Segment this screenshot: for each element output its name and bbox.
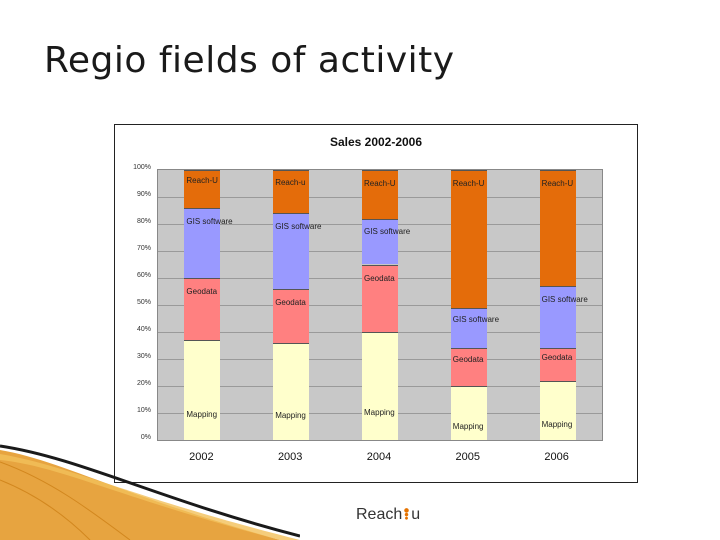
y-tick-label: 80% — [136, 218, 151, 225]
bar-segment-reach-u — [273, 170, 310, 214]
bar-segment-geodata — [539, 348, 576, 381]
bar-segment-gis-software — [362, 218, 398, 265]
bar-segment-geodata — [184, 278, 221, 341]
bar-segment-label: Reach-U — [541, 179, 574, 188]
bar-segment-label: Mapping — [186, 410, 218, 420]
bar-segment-label: Geodata — [452, 354, 484, 364]
x-tick-label: 2003 — [277, 451, 303, 463]
bar-segment-label: GIS software — [452, 314, 500, 324]
bar-segment-label: Mapping — [275, 410, 306, 420]
bar-segment-gis-software — [539, 286, 576, 349]
x-tick-label: 2004 — [366, 451, 392, 463]
bar-segment-mapping — [362, 332, 398, 440]
y-tick-label: 40% — [136, 326, 151, 333]
bar-segment-label: Geodata — [364, 273, 395, 283]
bar-segment-mapping — [184, 340, 221, 440]
y-tick-label: 20% — [136, 380, 151, 387]
bar-segment-mapping — [539, 380, 576, 440]
bar-segment-label: Geodata — [186, 287, 218, 296]
chart-frame: Sales 2002-2006 Mapping Geodata GIS softwa… — [114, 124, 638, 483]
bar-segment-label: Reach-U — [364, 179, 396, 188]
bar-segment-label: Mapping — [364, 408, 395, 417]
bar-segment-label: GIS software — [364, 227, 411, 237]
x-tick-label: 2005 — [455, 451, 481, 463]
bar-segment-label: Reach-U — [452, 179, 485, 188]
y-tick-label: 100% — [133, 164, 151, 171]
bar-segment-geodata — [450, 348, 487, 386]
decorative-corner-swoosh — [0, 444, 300, 540]
bar-segment-geodata — [273, 288, 310, 343]
bar-segment-label: Geodata — [275, 297, 306, 307]
y-tick-label: 70% — [136, 245, 151, 252]
plot-area: Mapping Geodata GIS software Reach-U Mapping… — [157, 169, 603, 441]
bar-segment-gis-software — [184, 207, 221, 278]
x-tick-label: 2006 — [544, 451, 569, 463]
bar-segment-reach-u — [184, 170, 221, 208]
bar-segment-label: GIS software — [541, 295, 588, 305]
y-tick-label: 90% — [136, 191, 151, 198]
bar-segment-gis-software — [450, 307, 487, 349]
bar-segment-geodata — [362, 264, 398, 332]
bar-segment-label: Mapping — [452, 421, 484, 431]
bar-segment-label: Reach-u — [275, 177, 306, 187]
logo-text-left: Reach — [356, 506, 403, 523]
logo-dots-icon — [403, 508, 411, 520]
bar-segment-reach-u — [450, 170, 487, 308]
bar-segment-reach-u — [539, 170, 576, 287]
logo-text-right: u — [411, 506, 421, 523]
y-tick-label: 50% — [136, 299, 151, 306]
bar-segment-reach-u — [362, 170, 398, 219]
x-tick-label: 2002 — [189, 451, 214, 463]
bar-segment-label: Mapping — [541, 420, 573, 430]
y-tick-label: 0% — [140, 434, 151, 441]
bar-segment-mapping — [450, 386, 487, 440]
bar-segment-mapping — [273, 342, 310, 440]
slide-title: Regio fields of activity — [44, 40, 455, 81]
bar-segment-label: GIS software — [275, 222, 322, 232]
y-tick-label: 10% — [136, 407, 151, 414]
bar-segment-label: GIS software — [186, 216, 233, 226]
bar-segment-label: Geodata — [541, 352, 573, 362]
bar-segment-label: Reach-U — [186, 176, 218, 186]
y-tick-label: 30% — [136, 353, 151, 360]
bar-segment-gis-software — [273, 213, 310, 289]
chart-title: Sales 2002-2006 — [329, 135, 423, 149]
y-tick-label: 60% — [136, 272, 151, 279]
reach-u-logo: Reach u — [356, 506, 420, 524]
